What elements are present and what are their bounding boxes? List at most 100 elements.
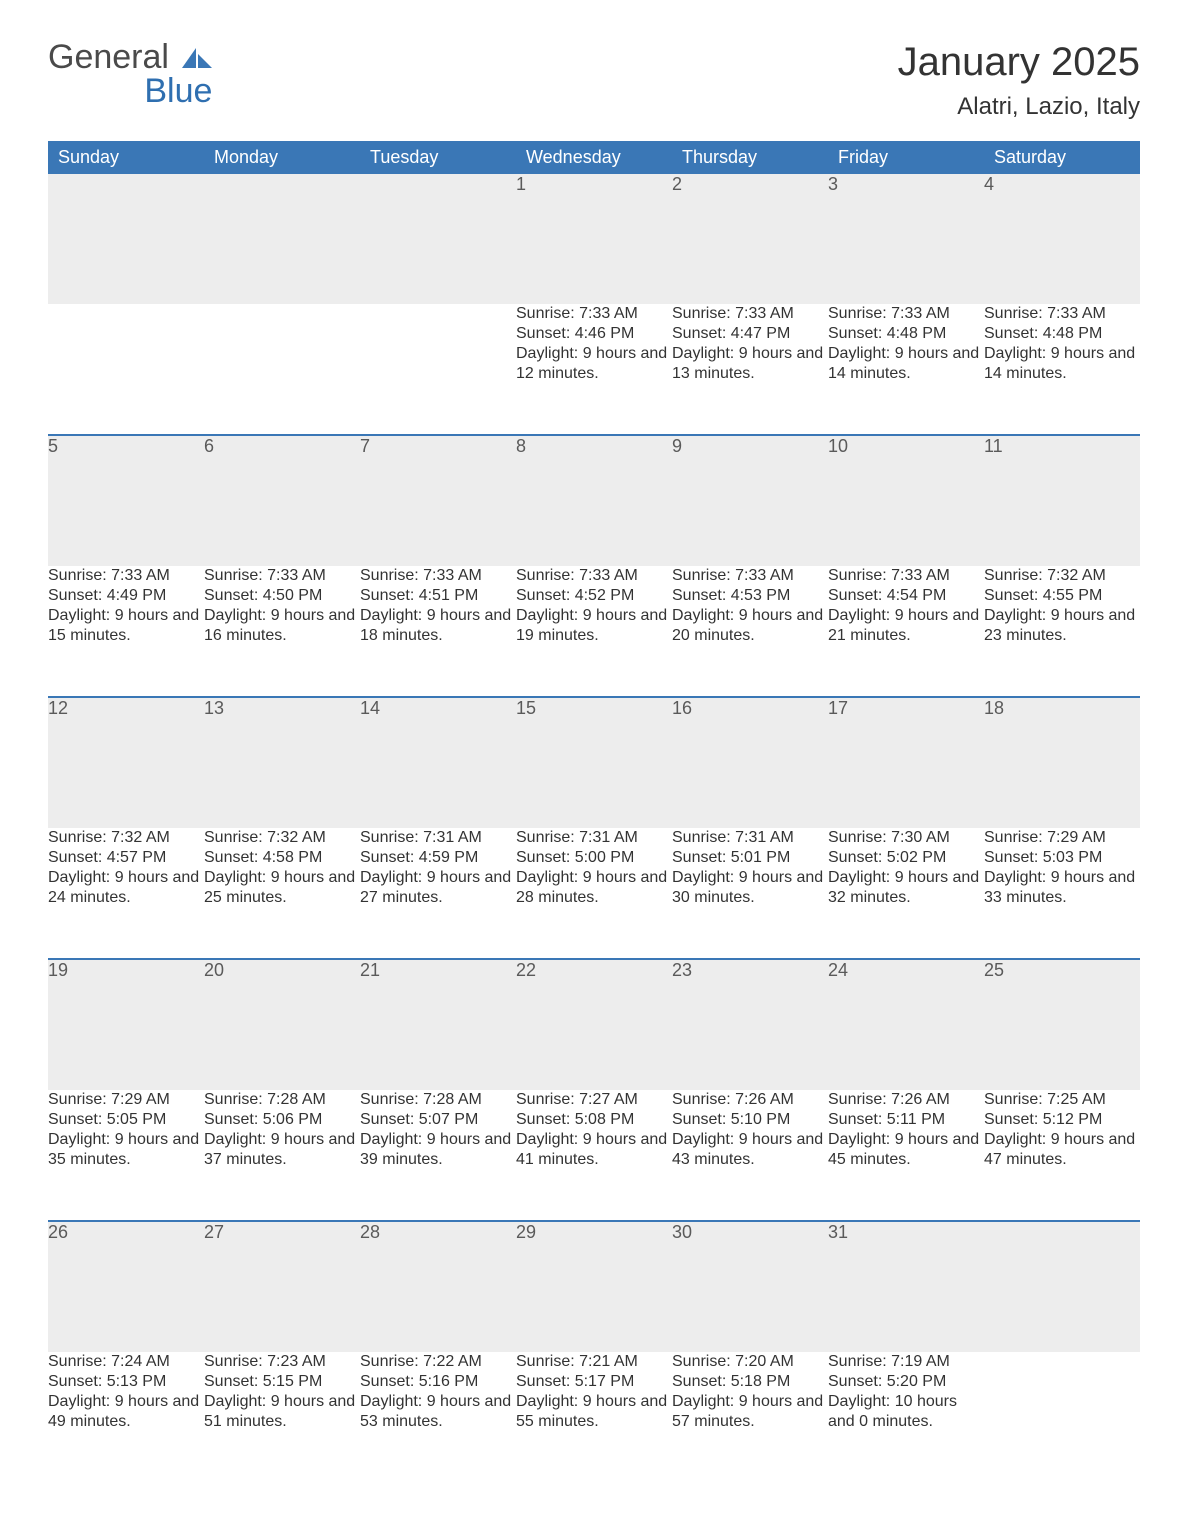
sunrise-line: Sunrise: 7:31 AM	[516, 828, 672, 848]
page-title: January 2025	[898, 40, 1140, 85]
day-number-cell	[360, 174, 516, 304]
day-details-cell	[48, 304, 204, 435]
day-number-cell: 11	[984, 435, 1140, 566]
sunrise-line: Sunrise: 7:25 AM	[984, 1090, 1140, 1110]
logo-general: General	[48, 38, 169, 76]
day-header: Friday	[828, 141, 984, 174]
day-details-cell: Sunrise: 7:23 AMSunset: 5:15 PMDaylight:…	[204, 1352, 360, 1482]
day-number-cell: 5	[48, 435, 204, 566]
daylight-line: Daylight: 9 hours and 25 minutes.	[204, 868, 360, 908]
daylight-line: Daylight: 10 hours and 0 minutes.	[828, 1392, 984, 1432]
day-number-cell: 12	[48, 697, 204, 828]
daylight-line: Daylight: 9 hours and 51 minutes.	[204, 1392, 360, 1432]
sunset-line: Sunset: 4:58 PM	[204, 848, 360, 868]
day-details-cell	[360, 304, 516, 435]
sunset-line: Sunset: 4:53 PM	[672, 586, 828, 606]
daylight-line: Daylight: 9 hours and 35 minutes.	[48, 1130, 204, 1170]
daylight-line: Daylight: 9 hours and 55 minutes.	[516, 1392, 672, 1432]
daylight-line: Daylight: 9 hours and 57 minutes.	[672, 1392, 828, 1432]
daylight-line: Daylight: 9 hours and 13 minutes.	[672, 344, 828, 384]
day-number-cell: 22	[516, 959, 672, 1090]
day-number-cell: 14	[360, 697, 516, 828]
sunrise-line: Sunrise: 7:22 AM	[360, 1352, 516, 1372]
day-details-cell: Sunrise: 7:33 AMSunset: 4:48 PMDaylight:…	[828, 304, 984, 435]
daylight-line: Daylight: 9 hours and 14 minutes.	[984, 344, 1140, 384]
daylight-line: Daylight: 9 hours and 15 minutes.	[48, 606, 204, 646]
sunrise-line: Sunrise: 7:33 AM	[984, 304, 1140, 324]
week-number-row: 567891011	[48, 435, 1140, 566]
sunrise-line: Sunrise: 7:28 AM	[360, 1090, 516, 1110]
day-number-cell: 31	[828, 1221, 984, 1352]
day-number-cell: 3	[828, 174, 984, 304]
sunrise-line: Sunrise: 7:33 AM	[828, 566, 984, 586]
week-number-row: 12131415161718	[48, 697, 1140, 828]
daylight-line: Daylight: 9 hours and 21 minutes.	[828, 606, 984, 646]
day-details-cell: Sunrise: 7:33 AMSunset: 4:51 PMDaylight:…	[360, 566, 516, 697]
day-details-cell: Sunrise: 7:31 AMSunset: 5:00 PMDaylight:…	[516, 828, 672, 959]
day-number-cell: 10	[828, 435, 984, 566]
logo-blue: Blue	[48, 74, 212, 108]
sunrise-line: Sunrise: 7:33 AM	[828, 304, 984, 324]
daylight-line: Daylight: 9 hours and 18 minutes.	[360, 606, 516, 646]
day-details-cell: Sunrise: 7:25 AMSunset: 5:12 PMDaylight:…	[984, 1090, 1140, 1221]
week-details-row: Sunrise: 7:32 AMSunset: 4:57 PMDaylight:…	[48, 828, 1140, 959]
sunset-line: Sunset: 5:02 PM	[828, 848, 984, 868]
sunrise-line: Sunrise: 7:24 AM	[48, 1352, 204, 1372]
day-details-cell: Sunrise: 7:28 AMSunset: 5:07 PMDaylight:…	[360, 1090, 516, 1221]
day-details-cell: Sunrise: 7:33 AMSunset: 4:46 PMDaylight:…	[516, 304, 672, 435]
sunrise-line: Sunrise: 7:33 AM	[48, 566, 204, 586]
location: Alatri, Lazio, Italy	[898, 93, 1140, 121]
daylight-line: Daylight: 9 hours and 37 minutes.	[204, 1130, 360, 1170]
day-header: Sunday	[48, 141, 204, 174]
sunrise-line: Sunrise: 7:31 AM	[672, 828, 828, 848]
sunrise-line: Sunrise: 7:32 AM	[204, 828, 360, 848]
day-details-cell: Sunrise: 7:27 AMSunset: 5:08 PMDaylight:…	[516, 1090, 672, 1221]
sunset-line: Sunset: 5:10 PM	[672, 1110, 828, 1130]
day-details-cell: Sunrise: 7:19 AMSunset: 5:20 PMDaylight:…	[828, 1352, 984, 1482]
daylight-line: Daylight: 9 hours and 20 minutes.	[672, 606, 828, 646]
day-header-row: Sunday Monday Tuesday Wednesday Thursday…	[48, 141, 1140, 174]
week-details-row: Sunrise: 7:29 AMSunset: 5:05 PMDaylight:…	[48, 1090, 1140, 1221]
sunset-line: Sunset: 5:13 PM	[48, 1372, 204, 1392]
sunset-line: Sunset: 5:06 PM	[204, 1110, 360, 1130]
day-details-cell: Sunrise: 7:33 AMSunset: 4:48 PMDaylight:…	[984, 304, 1140, 435]
sunset-line: Sunset: 5:00 PM	[516, 848, 672, 868]
day-details-cell: Sunrise: 7:33 AMSunset: 4:49 PMDaylight:…	[48, 566, 204, 697]
sunrise-line: Sunrise: 7:32 AM	[48, 828, 204, 848]
day-details-cell: Sunrise: 7:31 AMSunset: 5:01 PMDaylight:…	[672, 828, 828, 959]
sunrise-line: Sunrise: 7:19 AM	[828, 1352, 984, 1372]
day-number-cell: 7	[360, 435, 516, 566]
daylight-line: Daylight: 9 hours and 27 minutes.	[360, 868, 516, 908]
day-header: Wednesday	[516, 141, 672, 174]
logo: General Blue	[48, 40, 212, 108]
sunset-line: Sunset: 4:57 PM	[48, 848, 204, 868]
week-number-row: 262728293031	[48, 1221, 1140, 1352]
sunrise-line: Sunrise: 7:29 AM	[984, 828, 1140, 848]
day-number-cell: 27	[204, 1221, 360, 1352]
day-number-cell: 25	[984, 959, 1140, 1090]
sunset-line: Sunset: 4:48 PM	[828, 324, 984, 344]
day-header: Thursday	[672, 141, 828, 174]
sunset-line: Sunset: 4:48 PM	[984, 324, 1140, 344]
day-number-cell: 13	[204, 697, 360, 828]
day-number-cell: 18	[984, 697, 1140, 828]
day-number-cell: 21	[360, 959, 516, 1090]
day-details-cell: Sunrise: 7:33 AMSunset: 4:52 PMDaylight:…	[516, 566, 672, 697]
sunset-line: Sunset: 4:59 PM	[360, 848, 516, 868]
sunrise-line: Sunrise: 7:30 AM	[828, 828, 984, 848]
daylight-line: Daylight: 9 hours and 24 minutes.	[48, 868, 204, 908]
daylight-line: Daylight: 9 hours and 33 minutes.	[984, 868, 1140, 908]
day-details-cell: Sunrise: 7:30 AMSunset: 5:02 PMDaylight:…	[828, 828, 984, 959]
sunrise-line: Sunrise: 7:21 AM	[516, 1352, 672, 1372]
day-details-cell: Sunrise: 7:22 AMSunset: 5:16 PMDaylight:…	[360, 1352, 516, 1482]
day-number-cell: 23	[672, 959, 828, 1090]
day-details-cell: Sunrise: 7:33 AMSunset: 4:53 PMDaylight:…	[672, 566, 828, 697]
sunrise-line: Sunrise: 7:29 AM	[48, 1090, 204, 1110]
daylight-line: Daylight: 9 hours and 49 minutes.	[48, 1392, 204, 1432]
day-number-cell: 16	[672, 697, 828, 828]
day-number-cell: 9	[672, 435, 828, 566]
sunset-line: Sunset: 5:15 PM	[204, 1372, 360, 1392]
day-details-cell: Sunrise: 7:29 AMSunset: 5:03 PMDaylight:…	[984, 828, 1140, 959]
daylight-line: Daylight: 9 hours and 53 minutes.	[360, 1392, 516, 1432]
sunrise-line: Sunrise: 7:33 AM	[204, 566, 360, 586]
